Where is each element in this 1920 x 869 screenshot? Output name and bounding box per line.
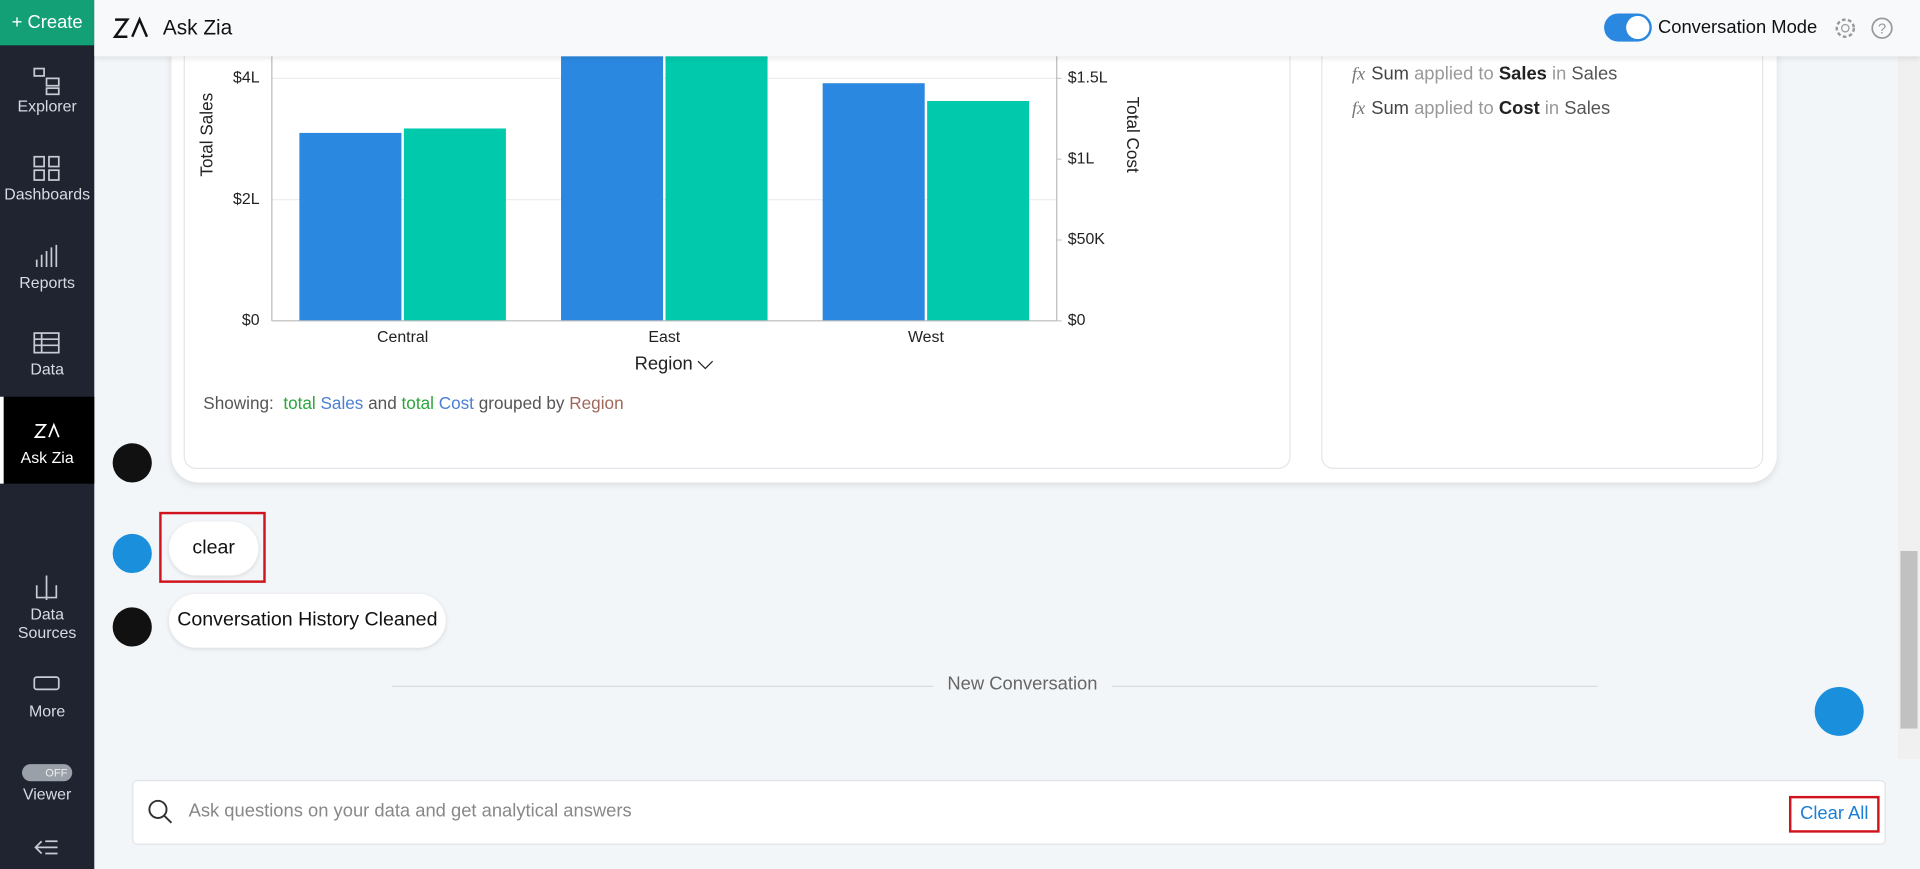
summary-word: Sum — [1371, 97, 1409, 119]
sidebar: + Create Explorer Dashboards Reports Dat… — [0, 0, 95, 869]
zia-avatar — [112, 607, 152, 647]
create-button[interactable]: + Create — [0, 0, 95, 46]
nav-item[interactable]: Data — [30, 604, 64, 624]
nav-item[interactable]: Sources — [17, 623, 77, 642]
fx-symbol: fx — [1351, 64, 1366, 85]
divider-text: New Conversation — [947, 673, 1098, 695]
summary-word: Sales — [1498, 63, 1547, 85]
viewer-toggle[interactable]: OFF — [22, 764, 73, 782]
bar — [299, 132, 402, 321]
showing-word: grouped by — [478, 393, 565, 413]
fx-symbol: fx — [1351, 99, 1366, 119]
y-axis-title: Total Sales — [197, 93, 217, 177]
zia-avatar — [112, 443, 152, 483]
divider-line — [1111, 685, 1598, 687]
y-tick-label: $2L — [233, 191, 260, 208]
y2-axis-title: Total Cost — [1123, 97, 1143, 173]
mode-toggle[interactable] — [1604, 13, 1652, 42]
summary-word: in — [1551, 63, 1567, 85]
summary-word: Sales — [1564, 97, 1611, 119]
y2-tick-label: $0 — [1068, 312, 1086, 329]
showing-word: total — [283, 393, 316, 413]
summary-line: fx Sum applied to Sales in Sales — [1352, 58, 1618, 92]
showing-label: Showing: — [203, 393, 274, 413]
chart: Total Sales Total Cost Region $0 $2L $4L $0… — [197, 42, 1143, 374]
settings-icon[interactable] — [1833, 16, 1857, 40]
zia-message: Conversation History Cleaned — [168, 593, 446, 648]
create-label: Create — [27, 12, 83, 34]
summary-word: Sales — [1571, 63, 1618, 85]
header: Ask Zia Conversation Mode ? — [94, 0, 1920, 57]
chart-card — [183, 0, 1291, 469]
user-avatar — [112, 533, 152, 574]
nav-item[interactable]: Dashboards — [4, 184, 91, 204]
nav-item[interactable]: Explorer — [17, 96, 77, 116]
showing-line: Showing: total Sales and total Cost grou… — [203, 393, 623, 413]
summary-card — [1321, 0, 1764, 469]
x-tick-label: West — [908, 329, 945, 346]
y-tick-label: $0 — [242, 312, 260, 329]
y2-tick-label: $50K — [1068, 231, 1106, 248]
x-axis-title[interactable]: Region — [635, 353, 693, 374]
scroll-thumb[interactable] — [1900, 551, 1918, 729]
showing-word: Sales — [320, 393, 364, 413]
active-item — [0, 396, 95, 484]
y-tick-label: $4L — [233, 70, 260, 87]
page-title: Ask Zia — [162, 15, 233, 40]
divider-line — [391, 685, 934, 687]
nav-item[interactable]: Ask Zia — [20, 448, 74, 467]
help-icon[interactable]: ? — [1870, 16, 1894, 40]
bar — [665, 46, 768, 321]
summary-word: in — [1544, 97, 1560, 119]
zia-logo — [112, 16, 149, 38]
highlight-box — [159, 511, 266, 583]
nav-item[interactable]: Data — [30, 360, 64, 379]
x-tick-label: Central — [377, 329, 428, 346]
user-message: clear — [168, 521, 259, 576]
summary-word: Sum — [1371, 63, 1409, 85]
summary-line: fx Sum applied to Cost in Sales — [1352, 92, 1618, 126]
chat-button[interactable] — [1814, 686, 1864, 736]
bar — [927, 100, 1030, 321]
showing-word: total — [401, 393, 434, 413]
summary-word: applied to — [1414, 97, 1494, 119]
summary-list: fx Sum applied to Sales in Sales fx Sum ap… — [1352, 58, 1618, 127]
dropdown-icon[interactable] — [697, 360, 714, 370]
plot-area — [271, 42, 1057, 322]
showing-word: Region — [569, 393, 624, 413]
summary-word: applied to — [1414, 63, 1494, 85]
svg-text:?: ? — [1878, 21, 1886, 37]
showing-word: and — [368, 393, 397, 413]
query-box[interactable] — [132, 780, 1886, 845]
nav-item[interactable]: Reports — [19, 273, 76, 292]
showing-word: Cost — [438, 393, 474, 413]
nav-item[interactable]: More — [29, 701, 66, 721]
mode-label: Conversation Mode — [1657, 17, 1818, 38]
y2-tick-label: $1.5L — [1068, 70, 1108, 87]
clear-all-button[interactable]: Clear All — [1788, 795, 1880, 833]
nav-item[interactable]: Viewer — [22, 784, 72, 804]
bar — [822, 83, 925, 321]
bar — [561, 42, 664, 321]
summary-word: Cost — [1498, 97, 1540, 119]
x-tick-label: East — [648, 329, 680, 346]
y2-tick-label: $1L — [1068, 150, 1095, 167]
bar — [403, 128, 506, 321]
query-placeholder[interactable]: Ask questions on your data and get analy… — [188, 800, 632, 822]
nav-icons — [33, 67, 60, 855]
search-icon — [148, 799, 173, 824]
